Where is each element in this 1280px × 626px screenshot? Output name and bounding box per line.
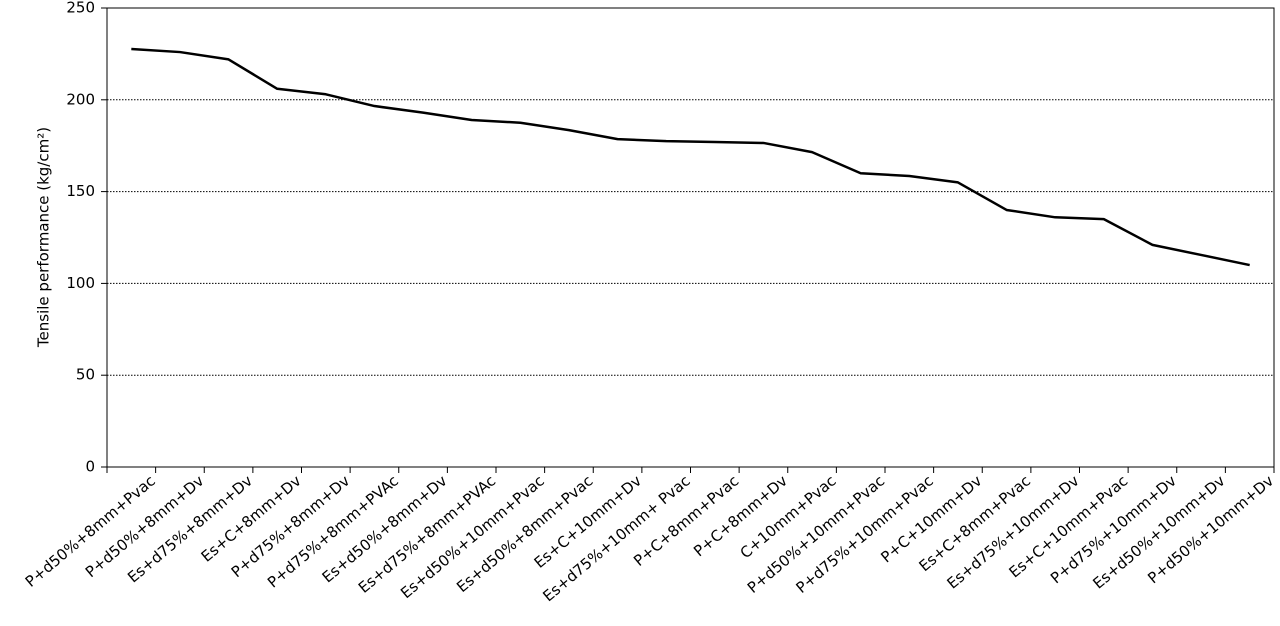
plot-frame — [106, 7, 1275, 468]
line — [131, 47, 1250, 267]
y-tick-label: 200 — [66, 90, 95, 108]
y-tick-label: 250 — [66, 0, 95, 17]
y-axis-label: Tensile performance (kg/cm²) — [35, 127, 53, 348]
y-tick-label: 100 — [66, 274, 95, 292]
y-tick-label: 0 — [85, 458, 95, 476]
y-tick-label: 50 — [76, 366, 95, 384]
y-tick-label: 150 — [66, 182, 95, 200]
